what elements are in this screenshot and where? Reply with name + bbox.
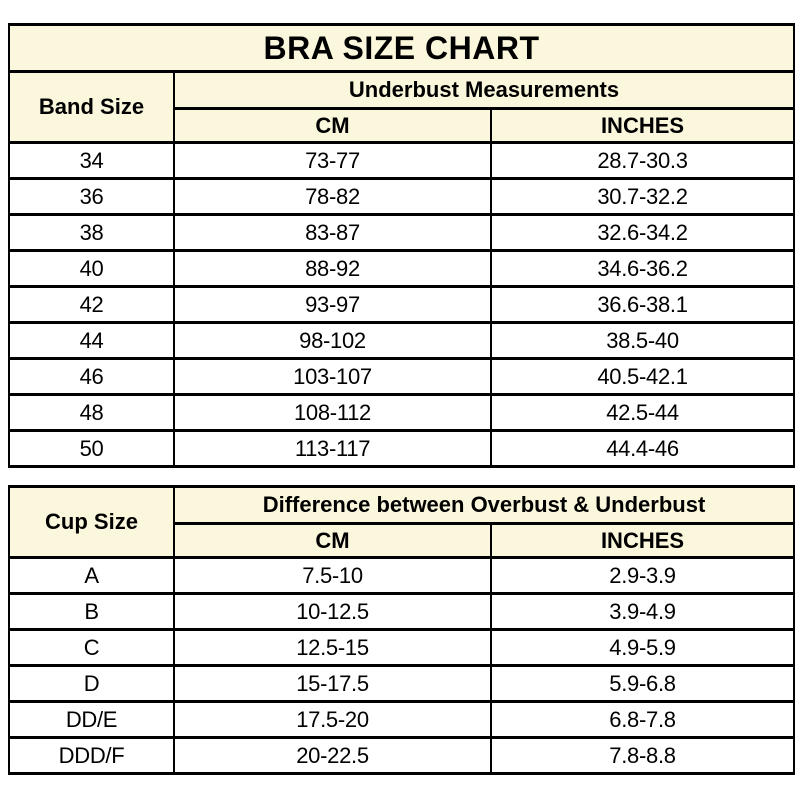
table-row: D 15-17.5 5.9-6.8	[8, 664, 796, 703]
inches-value-cell: 42.5-44	[489, 393, 796, 432]
table-row: DDD/F 20-22.5 7.8-8.8	[8, 736, 796, 775]
table-row: B 10-12.5 3.9-4.9	[8, 592, 796, 631]
table-row: 38 83-87 32.6-34.2	[8, 213, 796, 252]
cm-value-cell: 7.5-10	[173, 556, 492, 595]
inches-value-cell: 6.8-7.8	[489, 700, 796, 739]
table-row: C 12.5-15 4.9-5.9	[8, 628, 796, 667]
band-size-cell: 46	[8, 357, 175, 396]
table-row: A 7.5-10 2.9-3.9	[8, 556, 796, 595]
cup-size-corner-header: Cup Size	[8, 485, 175, 559]
band-size-cell: 36	[8, 177, 175, 216]
table-row: 44 98-102 38.5-40	[8, 321, 796, 360]
inches-value-cell: 2.9-3.9	[489, 556, 796, 595]
table-row: BRA SIZE CHART	[7, 23, 796, 73]
cup-size-cell: C	[8, 628, 175, 667]
cm-value-cell: 108-112	[173, 393, 492, 432]
table-row: DD/E 17.5-20 6.8-7.8	[8, 700, 796, 739]
band-size-cell: 50	[8, 429, 175, 468]
cm-value-cell: 10-12.5	[173, 592, 492, 631]
table-row: 42 93-97 36.6-38.1	[8, 285, 796, 324]
table-row: Cup Size Difference between Overbust & U…	[8, 485, 796, 559]
band-size-table: BRA SIZE CHART Band Size Underbust Measu…	[7, 23, 796, 468]
table-row: 34 73-77 28.7-30.3	[8, 141, 796, 180]
cm-column-header: CM	[173, 522, 492, 559]
table-row: Band Size Underbust Measurements	[8, 70, 796, 144]
inches-value-cell: 3.9-4.9	[489, 592, 796, 631]
table-row: 46 103-107 40.5-42.1	[8, 357, 796, 396]
inches-column-header: INCHES	[489, 522, 796, 559]
difference-group-header: Difference between Overbust & Underbust	[172, 485, 796, 525]
inches-value-cell: 34.6-36.2	[489, 249, 796, 288]
cm-value-cell: 83-87	[173, 213, 492, 252]
table-row: CM INCHES	[9, 107, 796, 144]
cm-value-cell: 103-107	[173, 357, 492, 396]
cm-value-cell: 20-22.5	[173, 736, 492, 775]
cup-size-cell: A	[8, 556, 175, 595]
band-size-cell: 48	[8, 393, 175, 432]
inches-value-cell: 4.9-5.9	[489, 628, 796, 667]
band-size-cell: 44	[8, 321, 175, 360]
cm-value-cell: 73-77	[173, 141, 492, 180]
cm-value-cell: 17.5-20	[173, 700, 492, 739]
cm-value-cell: 93-97	[173, 285, 492, 324]
cm-value-cell: 88-92	[173, 249, 492, 288]
cm-value-cell: 113-117	[173, 429, 492, 468]
cup-size-cell: D	[8, 664, 175, 703]
band-size-cell: 34	[8, 141, 175, 180]
cup-size-cell: DD/E	[8, 700, 175, 739]
cm-value-cell: 15-17.5	[173, 664, 492, 703]
table-row: 36 78-82 30.7-32.2	[8, 177, 796, 216]
cm-value-cell: 12.5-15	[173, 628, 492, 667]
inches-value-cell: 32.6-34.2	[489, 213, 796, 252]
inches-value-cell: 5.9-6.8	[489, 664, 796, 703]
cup-size-table: Cup Size Difference between Overbust & U…	[8, 485, 796, 775]
underbust-group-header: Underbust Measurements	[172, 70, 796, 110]
cm-value-cell: 98-102	[173, 321, 492, 360]
cm-value-cell: 78-82	[173, 177, 492, 216]
inches-column-header: INCHES	[489, 107, 796, 144]
band-size-cell: 42	[8, 285, 175, 324]
inches-value-cell: 28.7-30.3	[489, 141, 796, 180]
band-size-cell: 38	[8, 213, 175, 252]
page-title: BRA SIZE CHART	[7, 23, 796, 73]
inches-value-cell: 36.6-38.1	[489, 285, 796, 324]
cup-size-cell: DDD/F	[8, 736, 175, 775]
table-row: 40 88-92 34.6-36.2	[8, 249, 796, 288]
inches-value-cell: 40.5-42.1	[489, 357, 796, 396]
table-row: CM INCHES	[9, 522, 796, 559]
inches-value-cell: 7.8-8.8	[489, 736, 796, 775]
band-size-corner-header: Band Size	[8, 70, 175, 144]
band-size-cell: 40	[8, 249, 175, 288]
inches-value-cell: 38.5-40	[489, 321, 796, 360]
inches-value-cell: 44.4-46	[489, 429, 796, 468]
cup-size-cell: B	[8, 592, 175, 631]
table-row: 50 113-117 44.4-46	[8, 429, 796, 468]
table-row: 48 108-112 42.5-44	[8, 393, 796, 432]
cm-column-header: CM	[173, 107, 492, 144]
inches-value-cell: 30.7-32.2	[489, 177, 796, 216]
